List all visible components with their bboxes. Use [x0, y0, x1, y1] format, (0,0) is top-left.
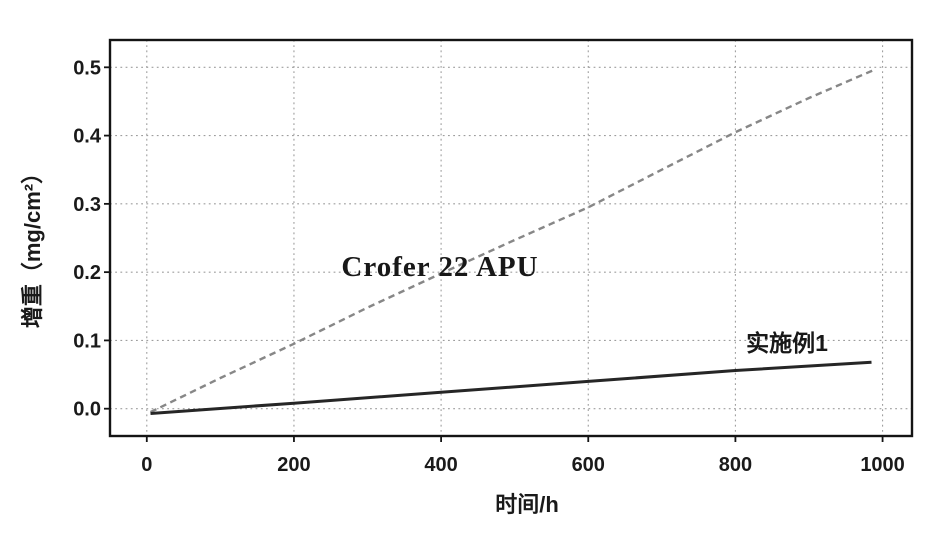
- y-axis-title: 增重（mg/cm²）: [20, 162, 45, 328]
- x-tick-label-1000: 1000: [860, 454, 905, 476]
- x-tick-label-600: 600: [572, 454, 605, 476]
- axis-tick-labels: 0 200 400 600 800 1000 0.0 0.1 0.2 0.3 0.4 0.5: [73, 57, 905, 476]
- x-tick-label-200: 200: [277, 454, 310, 476]
- y-tick-label-0.2: 0.2: [73, 262, 101, 284]
- x-tick-label-400: 400: [424, 454, 457, 476]
- y-tick-label-0.1: 0.1: [73, 330, 101, 352]
- x-tick-label-0: 0: [141, 454, 152, 476]
- series-label-example-1: 实施例1: [746, 330, 828, 356]
- x-tick-label-800: 800: [719, 454, 752, 476]
- axis-ticks: [104, 66, 884, 442]
- y-tick-label-0.5: 0.5: [73, 57, 101, 79]
- series-label-crofer-22-apu: Crofer 22 APU: [341, 251, 538, 283]
- grid-lines: [110, 40, 912, 436]
- y-tick-label-0.4: 0.4: [73, 126, 102, 148]
- data-series: [149, 68, 876, 415]
- y-tick-label-0.3: 0.3: [73, 194, 101, 216]
- series-line-1: [150, 360, 872, 415]
- series-line-0: [149, 68, 876, 414]
- y-tick-label-0.0: 0.0: [73, 399, 101, 421]
- plot-frame: [108, 38, 914, 438]
- x-axis-title: 时间/h: [495, 492, 559, 517]
